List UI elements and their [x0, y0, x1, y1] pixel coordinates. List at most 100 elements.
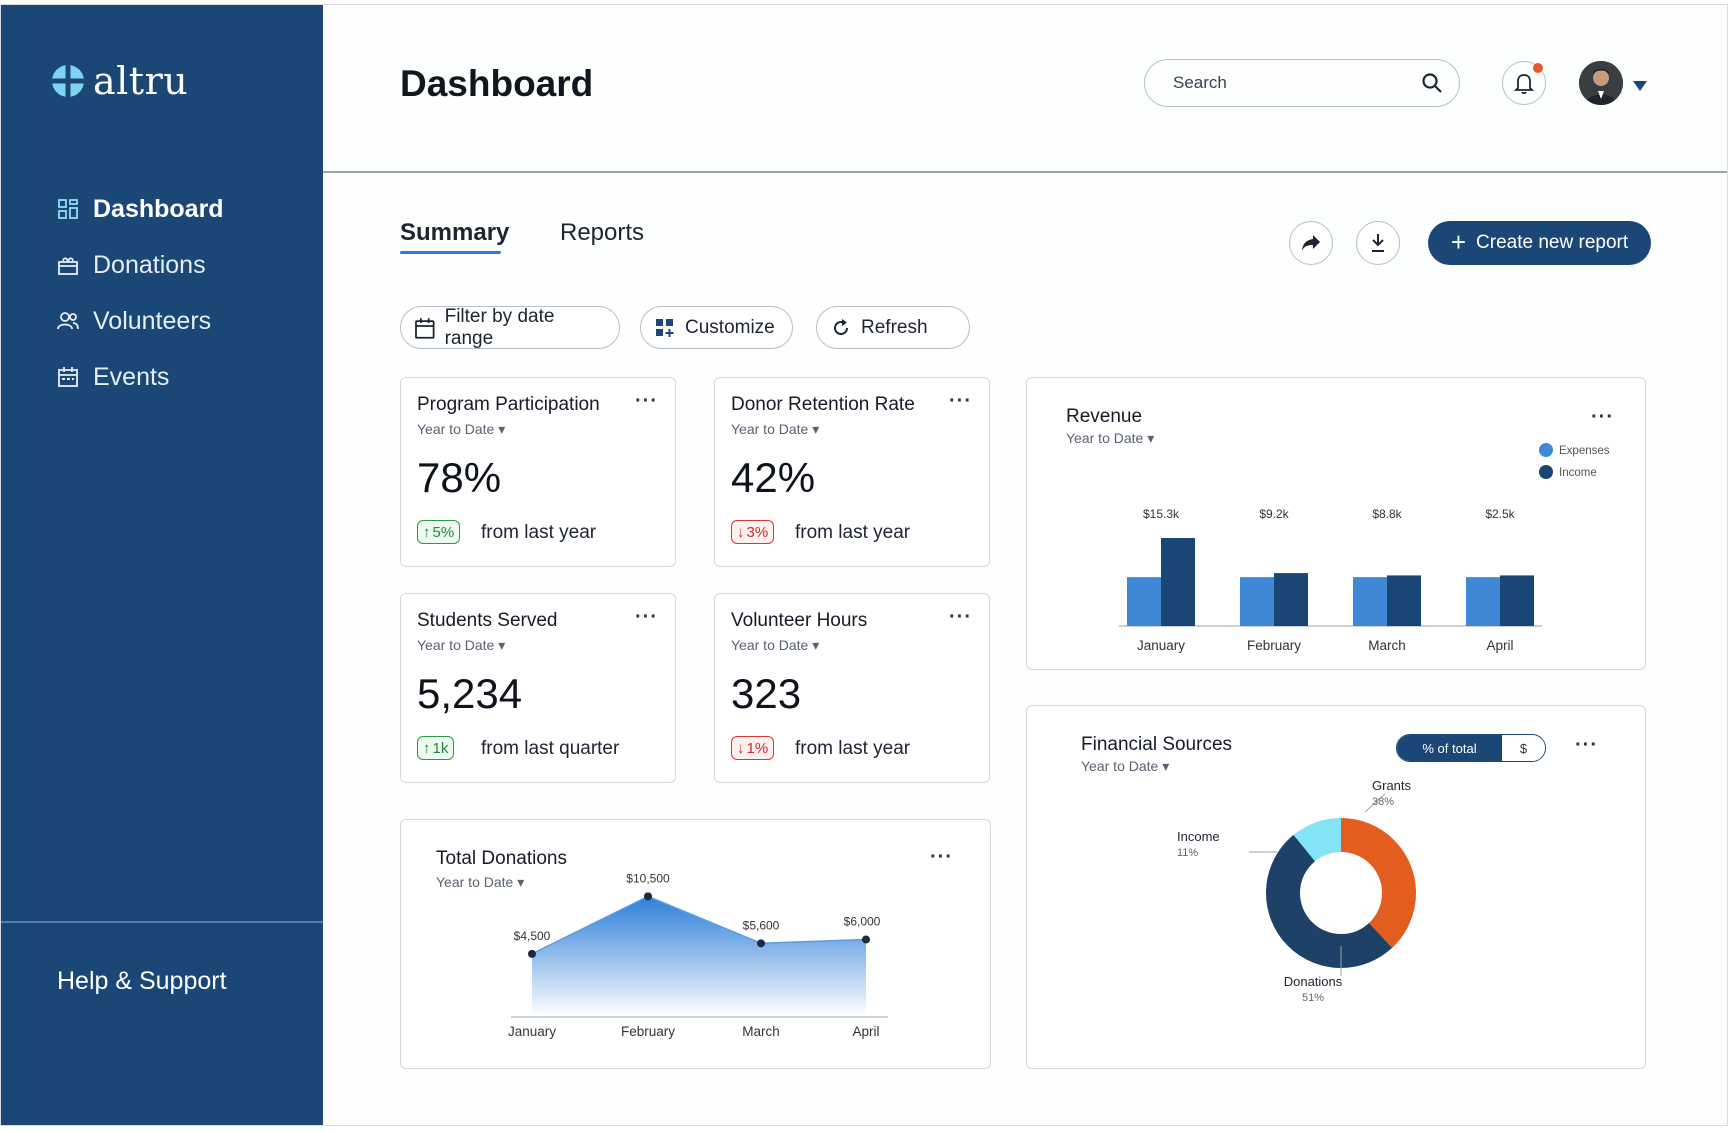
kpi-card-program-participation: Program Participation Year to Date ▾ ···…	[400, 377, 676, 567]
dashboard-grid-icon	[57, 198, 79, 220]
filter-date-range-button[interactable]: Filter by date range	[400, 306, 620, 349]
period-dropdown[interactable]: Year to Date ▾	[1066, 430, 1155, 446]
page-title: Dashboard	[400, 63, 594, 104]
total-donations-chart: $4,500 January $10,500 February $5,600 March $…	[508, 871, 888, 1039]
kpi-card-volunteer-hours: Volunteer Hours Year to Date ▾ ··· 323 ↓…	[714, 593, 990, 783]
tab-reports[interactable]: Reports	[560, 219, 645, 246]
header-divider	[323, 171, 1727, 173]
share-button[interactable]	[1289, 221, 1333, 265]
period-dropdown[interactable]: Year to Date ▾	[417, 637, 506, 653]
arrow-up-icon: ↑	[423, 739, 431, 757]
user-avatar-icon	[1579, 61, 1623, 105]
revenue-chart: $15.3k January $9.2k February $8.8k March $2.5…	[1119, 443, 1610, 653]
refresh-label: Refresh	[861, 316, 928, 338]
sidebar-item-dashboard[interactable]: Dashboard	[57, 181, 224, 237]
legend-label: Income	[1559, 467, 1597, 479]
bar-expenses	[1466, 577, 1500, 626]
legend-label: Expenses	[1559, 445, 1610, 457]
search-input[interactable]	[1173, 73, 1421, 93]
chart-title: Revenue	[1066, 406, 1143, 427]
delta-comparison: from last quarter	[481, 738, 620, 759]
area-line	[531, 895, 867, 955]
help-support-link[interactable]: Help & Support	[57, 967, 227, 995]
bar-expenses	[1240, 577, 1274, 626]
total-donations-card: Total Donations Year to Date ▾ ··· $4,50…	[400, 819, 991, 1069]
sidebar-item-label: Volunteers	[93, 306, 212, 335]
customize-button[interactable]: Customize	[640, 306, 793, 349]
search-box[interactable]	[1144, 59, 1460, 107]
sidebar-item-volunteers[interactable]: Volunteers	[57, 293, 224, 349]
slice-label: Income	[1177, 829, 1220, 844]
area-fill	[532, 896, 866, 1017]
data-point	[862, 935, 870, 944]
avatar[interactable]	[1579, 61, 1623, 105]
more-options-icon[interactable]: ···	[949, 606, 972, 628]
delta-badge-down: ↓ 3%	[731, 520, 775, 544]
chevron-down-icon[interactable]	[1633, 81, 1647, 91]
period-dropdown[interactable]: Year to Date ▾	[417, 421, 506, 437]
chart-title: Financial Sources	[1081, 734, 1233, 755]
people-icon	[57, 310, 79, 332]
delta-comparison: from last year	[481, 522, 597, 543]
period-dropdown[interactable]: Year to Date ▾	[436, 874, 525, 890]
toggle-percent-of-total[interactable]: % of total	[1397, 735, 1502, 761]
notifications-button[interactable]	[1502, 61, 1546, 105]
kpi-title: Volunteer Hours	[731, 610, 868, 631]
kpi-title: Students Served	[417, 610, 558, 631]
bar-income	[1387, 575, 1421, 626]
x-tick-label: March	[1368, 638, 1406, 653]
kpi-card-donor-retention: Donor Retention Rate Year to Date ▾ ··· …	[714, 377, 990, 567]
tab-summary[interactable]: Summary	[400, 219, 510, 246]
sidebar-item-events[interactable]: Events	[57, 349, 224, 405]
sidebar-item-donations[interactable]: Donations	[57, 237, 224, 293]
refresh-button[interactable]: Refresh	[816, 306, 970, 349]
bell-icon	[1514, 74, 1534, 94]
data-point	[528, 949, 536, 958]
download-button[interactable]	[1356, 221, 1400, 265]
delta-badge-up: ↑ 1k	[417, 736, 455, 760]
more-options-icon[interactable]: ···	[635, 606, 658, 628]
kpi-title: Donor Retention Rate	[731, 394, 915, 415]
kpi-title: Program Participation	[417, 394, 600, 415]
kpi-card-students-served: Students Served Year to Date ▾ ··· 5,234…	[400, 593, 676, 783]
value-mode-toggle[interactable]: % of total $	[1396, 734, 1546, 762]
data-label: $6,000	[844, 915, 881, 929]
calendar-icon	[415, 317, 435, 339]
pie-slice-income	[1266, 818, 1416, 968]
delta-comparison: from last year	[795, 738, 911, 759]
legend-marker	[1539, 443, 1553, 457]
x-tick-label: April	[1486, 638, 1513, 653]
data-label: $5,600	[743, 918, 780, 932]
slice-percent: 51%	[1302, 992, 1324, 1004]
bar-expenses	[1127, 577, 1161, 626]
financial-sources-card: Financial Sources Year to Date ▾ % of to…	[1026, 705, 1646, 1069]
search-icon[interactable]	[1421, 72, 1443, 94]
create-new-report-button[interactable]: + Create new report	[1428, 221, 1651, 265]
x-tick-label: January	[508, 1024, 556, 1039]
delta-badge-down: ↓ 1%	[731, 736, 775, 760]
x-tick-label: February	[621, 1024, 675, 1039]
period-dropdown[interactable]: Year to Date ▾	[1081, 758, 1170, 774]
slice-label: Donations	[1284, 974, 1343, 989]
arrow-down-icon: ↓	[737, 739, 745, 757]
period-dropdown[interactable]: Year to Date ▾	[731, 637, 820, 653]
refresh-icon	[834, 318, 848, 335]
customize-label: Customize	[685, 316, 775, 338]
data-label: $9.2k	[1259, 507, 1289, 521]
x-tick-label: April	[852, 1024, 879, 1039]
toggle-dollar[interactable]: $	[1502, 735, 1545, 761]
calendar-icon	[57, 366, 79, 388]
data-label: $2.5k	[1485, 507, 1515, 521]
x-tick-label: February	[1247, 638, 1301, 653]
chart-title: Total Donations	[436, 848, 567, 869]
gift-icon	[57, 254, 79, 276]
data-label: $15.3k	[1143, 507, 1180, 521]
sidebar-item-label: Dashboard	[93, 194, 224, 223]
more-options-icon[interactable]: ···	[635, 390, 658, 412]
logo[interactable]: altru	[51, 59, 188, 103]
sidebar-item-label: Donations	[93, 250, 206, 279]
period-dropdown[interactable]: Year to Date ▾	[731, 421, 820, 437]
more-options-icon[interactable]: ···	[949, 390, 972, 412]
altru-logo-icon	[51, 64, 85, 98]
sidebar: altru Dashboard Donations Volunteers	[1, 5, 323, 1125]
